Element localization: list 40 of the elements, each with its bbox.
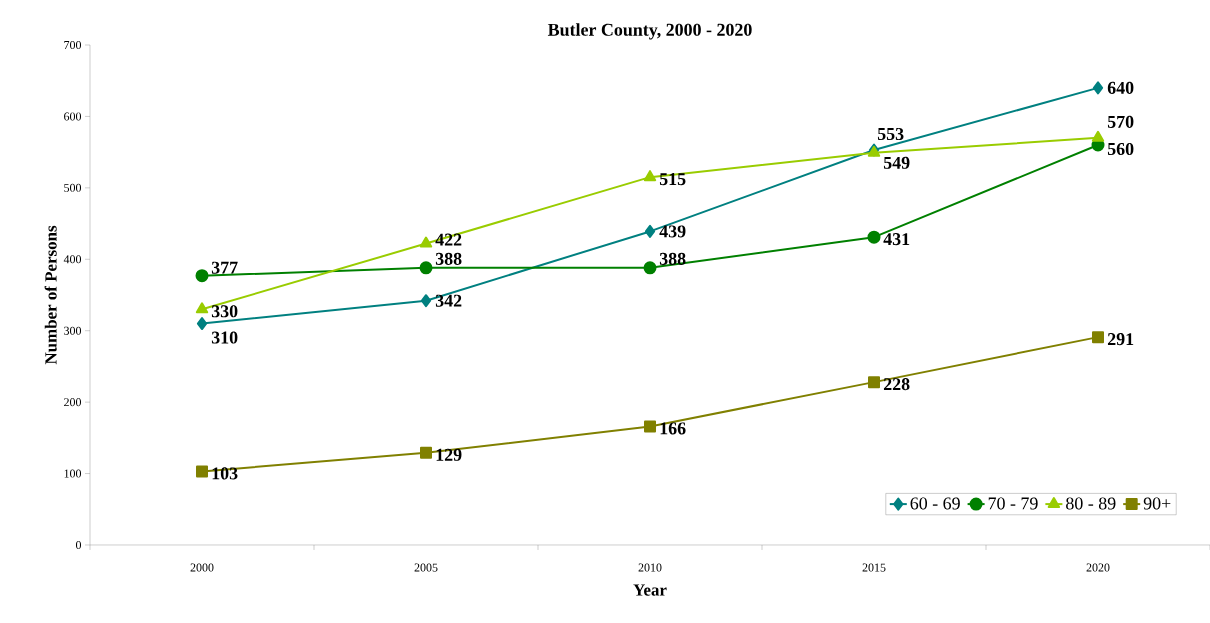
- data-label: 388: [435, 252, 462, 265]
- y-tick-label: 500: [64, 183, 82, 192]
- data-label: 330: [211, 305, 238, 318]
- data-label: 310: [211, 331, 238, 344]
- data-label: 431: [883, 233, 910, 246]
- data-label: 549: [883, 156, 910, 169]
- x-tick-label: 2015: [862, 563, 886, 572]
- y-tick-label: 400: [63, 255, 82, 264]
- data-label: 570: [1107, 115, 1134, 128]
- data-label: 166: [660, 422, 686, 435]
- data-label: 553: [877, 127, 904, 141]
- legend-label: 90+: [1143, 497, 1171, 510]
- legend-label: 70 - 79: [988, 497, 1038, 510]
- data-label: 129: [436, 448, 462, 461]
- x-tick-label: 2005: [414, 563, 438, 572]
- y-tick-label: 600: [64, 112, 82, 121]
- data-label: 515: [659, 173, 686, 186]
- data-label: 103: [212, 467, 238, 480]
- x-tick-label: 2020: [1086, 563, 1110, 572]
- chart-title: Butler County, 2000 - 2020: [547, 23, 752, 40]
- data-label: 377: [211, 261, 238, 274]
- data-label: 640: [1107, 81, 1134, 94]
- data-label: 422: [435, 233, 462, 246]
- y-tick-label: 700: [64, 40, 82, 50]
- data-label: 560: [1107, 142, 1134, 156]
- data-label: 439: [659, 225, 686, 238]
- legend-label: 60 - 69: [910, 497, 960, 510]
- data-label: 388: [659, 252, 686, 265]
- y-tick-label: 300: [64, 326, 82, 335]
- y-tick-label: 0: [75, 540, 82, 550]
- x-tick-label: 2010: [638, 563, 662, 572]
- y-tick-label: 100: [64, 469, 82, 478]
- x-axis-title: Year: [633, 584, 667, 596]
- data-label: 228: [883, 378, 910, 391]
- y-axis-title: Number of Persons: [44, 225, 57, 365]
- y-tick-label: 200: [64, 398, 82, 407]
- x-tick-label: 2000: [190, 563, 214, 572]
- data-label: 291: [1107, 333, 1134, 346]
- legend-label: 80 - 89: [1066, 497, 1116, 510]
- data-label: 342: [435, 294, 462, 307]
